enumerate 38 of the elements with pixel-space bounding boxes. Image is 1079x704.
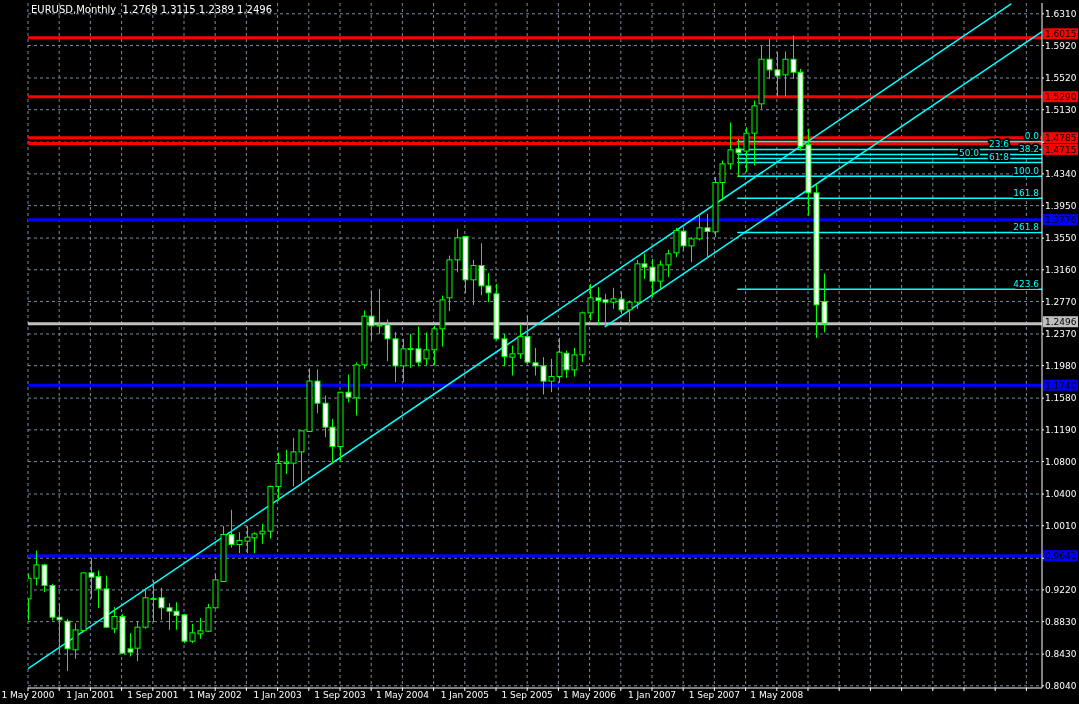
series-label: 261.8 <box>1013 221 1040 232</box>
y-tick-label: 0.8040 <box>1045 681 1077 691</box>
y-tick-label: 1.3950 <box>1045 200 1077 211</box>
y-tick-label: 1.5920 <box>1045 40 1077 51</box>
x-tick-label: 1 May 2004 <box>375 690 430 701</box>
x-tick-label: 1 Jan 2001 <box>66 690 115 701</box>
y-tick-label: 1.0800 <box>1045 456 1077 467</box>
x-tick-label: 1 May 2008 <box>750 690 804 701</box>
y-tick-label: 1.5130 <box>1045 104 1077 115</box>
y-tick-label: 1.3160 <box>1045 264 1077 275</box>
series-label: 423.6 <box>1013 278 1040 289</box>
series-label: 161.8 <box>1013 187 1040 198</box>
chart-title: EURUSD,Monthly 1.2769 1.3115 1.2389 1.2496 <box>31 4 273 16</box>
y-tick-label: 1.5520 <box>1045 73 1077 84</box>
x-tick-label: 1 Jan 2003 <box>253 690 302 701</box>
x-tick-label: 1 May 2006 <box>563 690 617 701</box>
y-tick-label: 1.4340 <box>1045 169 1077 180</box>
y-tick-label: 1.0400 <box>1045 489 1077 500</box>
y-tick-label: 1.1190 <box>1045 425 1077 436</box>
y-tick-label: 0.8430 <box>1045 649 1077 660</box>
series-label: 100.0 <box>1013 165 1040 176</box>
y-tick-label: 1.1980 <box>1045 360 1077 371</box>
x-tick-label: 1 Jan 2007 <box>627 690 677 701</box>
x-tick-label: 1 May 2002 <box>188 690 242 701</box>
y-tick-label: 1.2770 <box>1045 296 1077 307</box>
x-tick-label: 1 Sep 2005 <box>501 690 553 701</box>
y-tick-label: 1.0010 <box>1045 520 1077 531</box>
y-tick-label: 1.3550 <box>1045 233 1077 244</box>
y-tick-label: 0.9220 <box>1045 585 1077 596</box>
y-tick-label: 0.8830 <box>1045 616 1077 627</box>
x-tick-label: 1 Sep 2003 <box>314 690 366 701</box>
x-tick-label: 1 Sep 2007 <box>688 690 741 701</box>
y-tick-label: 1.1580 <box>1045 393 1077 404</box>
x-tick-label: 1 Jan 2005 <box>440 690 489 701</box>
x-tick-label: 1 Sep 2001 <box>127 690 179 701</box>
x-tick-label: 1 May 2000 <box>1 690 55 701</box>
y-tick-label: 1.2370 <box>1045 329 1077 340</box>
y-tick-label: 1.6310 <box>1045 9 1077 19</box>
